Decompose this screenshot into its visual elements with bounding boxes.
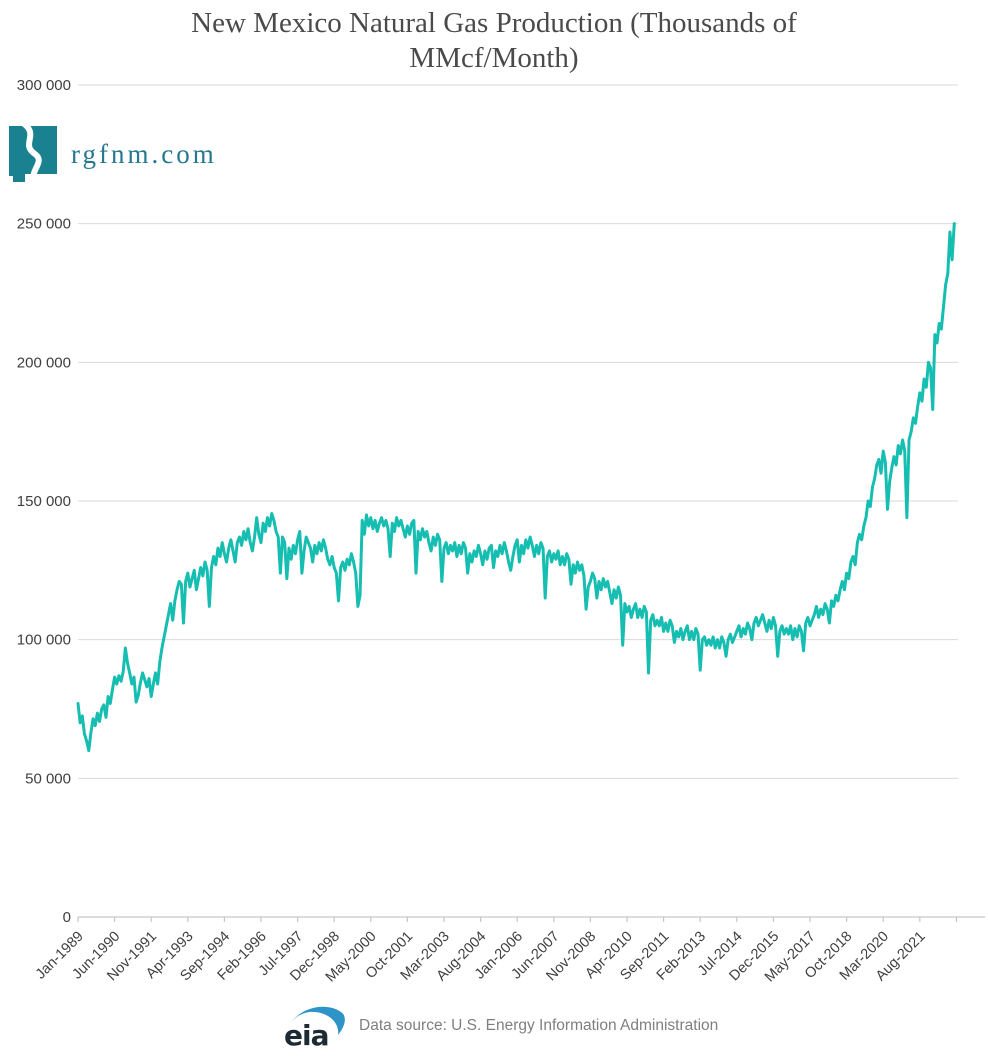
y-axis-tick-label: 100 000 <box>17 632 71 649</box>
data-series-line <box>76 222 956 753</box>
eia-logo-text: eia <box>284 1019 328 1050</box>
footer: eia Data source: U.S. Energy Information… <box>283 1002 718 1050</box>
y-axis-tick-label: 300 000 <box>17 77 71 94</box>
y-axis-tick-label: 200 000 <box>17 354 71 371</box>
y-axis-tick-label: 250 000 <box>17 216 71 233</box>
eia-swoosh-icon <box>288 1006 345 1035</box>
data-source-text: Data source: U.S. Energy Information Adm… <box>359 1017 719 1034</box>
new-mexico-river-icon <box>9 125 57 183</box>
rgfnm-watermark: rgfnm.com <box>8 125 217 183</box>
y-axis-tick-label: 150 000 <box>17 493 71 510</box>
y-axis-tick-label: 0 <box>63 909 71 926</box>
eia-logo: eia <box>284 1006 345 1050</box>
y-axis-tick-label: 50 000 <box>25 770 71 787</box>
chart-title: New Mexico Natural Gas Production (Thous… <box>191 7 797 75</box>
rgfnm-watermark-text: rgfnm.com <box>71 138 217 169</box>
